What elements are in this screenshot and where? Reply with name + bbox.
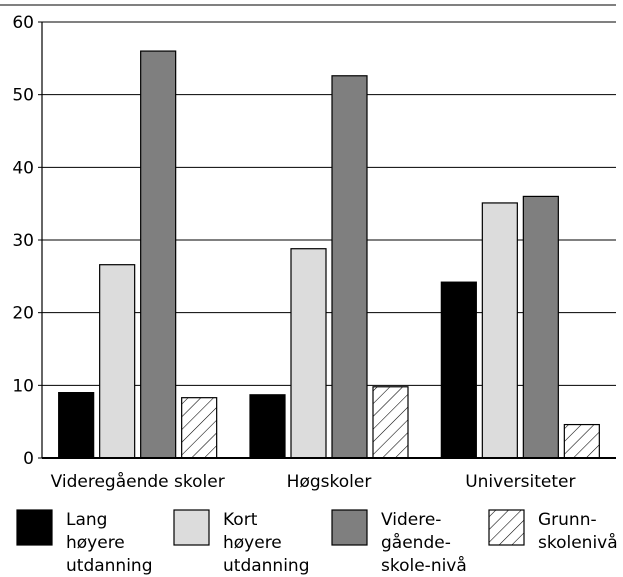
y-tick-label: 40 [12,158,34,178]
y-tick-label: 10 [12,376,34,396]
legend-label-2: utdanning [223,556,310,576]
bar-4-1 [181,397,218,459]
legend-label-3: skole-nivå [381,555,467,576]
x-axis: Videregående skoler Høgskoler Universitete… [42,457,616,492]
bar-1-3 [440,281,477,459]
category-label: Universiteter [465,472,575,492]
category-label: Høgskoler [287,472,372,492]
legend-label-1: utdanning [66,556,153,576]
category-label: Videregående skoler [51,471,225,492]
legend-label-2: høyere [223,533,282,553]
y-axis: 0 10 20 30 40 50 60 [12,13,43,469]
legend-swatch-4 [488,509,525,546]
legend-swatch-1 [16,509,53,546]
legend-label-3: gående- [381,532,451,553]
bar-3-2 [331,75,368,459]
y-tick-label: 60 [12,13,34,33]
bar-4-3 [563,423,600,459]
legend-label-4: Grunn- [538,510,597,530]
legend: Lang høyere utdanning Kort høyere utdanning Vi… [16,509,618,576]
bar-2-1 [99,264,136,459]
y-tick-label: 20 [12,304,34,324]
bars [58,50,600,459]
bar-1-2 [249,394,286,459]
legend-label-4: skolenivå [538,532,618,553]
legend-label-1: Lang [66,510,107,530]
legend-label-2: Kort [223,510,258,530]
bar-2-3 [481,202,518,459]
legend-swatch-2 [173,509,210,546]
bar-4-2 [372,386,409,459]
y-tick-label: 0 [23,449,34,469]
legend-label-3: Videre- [381,510,441,530]
gridlines [0,4,616,386]
y-tick-label: 50 [12,86,34,106]
legend-label-1: høyere [66,533,125,553]
bar-1-1 [58,392,95,459]
bar-2-2 [290,248,327,459]
bar-3-1 [140,50,177,459]
y-tick-label: 30 [12,231,34,251]
bar-3-3 [522,195,559,459]
legend-swatch-3 [331,509,368,546]
